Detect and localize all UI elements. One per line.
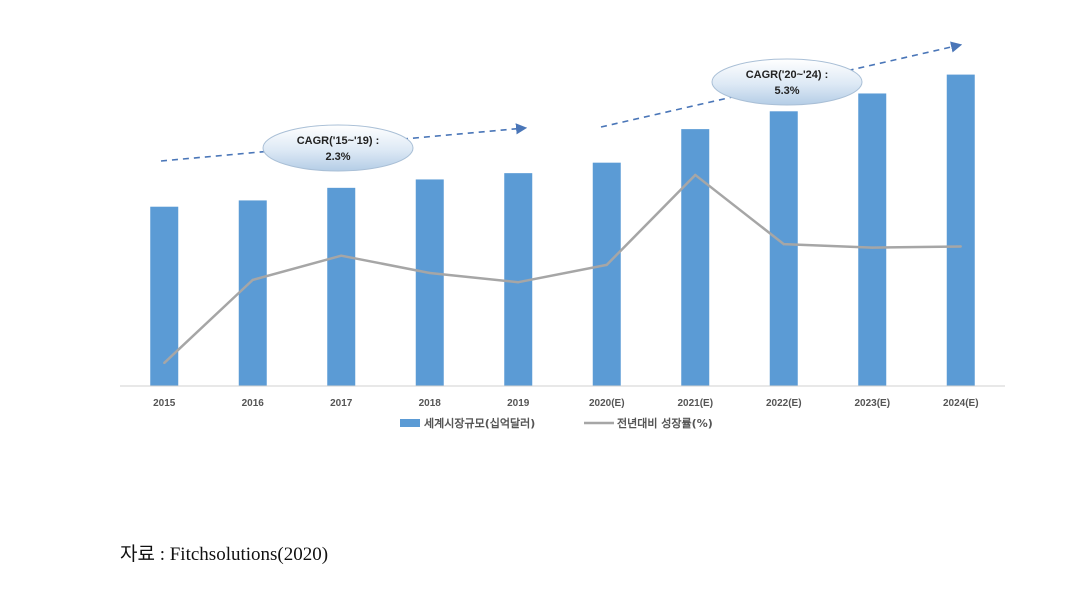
chart: 2015 2016 2017 2018 2019 2020(E) 2021(E) 2022(E…: [120, 41, 1005, 430]
growth-point-2019: [517, 281, 520, 284]
growth-point-2018: [428, 271, 431, 275]
bar-2022(E): [769, 111, 798, 386]
source-note: 자료 : Fitchsolutions(2020): [120, 544, 329, 565]
growth-point-2017: [340, 254, 343, 257]
growth-point-2015: [163, 361, 166, 365]
legend-bar-swatch: [400, 419, 420, 427]
x-tick-label: 2015: [153, 398, 176, 409]
cagr-bubble-value: 5.3%: [774, 85, 799, 97]
cagr-arrow-2015-2019: [160, 123, 528, 162]
x-tick-label: 2018: [419, 398, 442, 409]
bar-series: [150, 74, 975, 387]
growth-point-2021(E): [694, 173, 697, 177]
x-tick-label: 2024(E): [943, 398, 979, 409]
bar-2023(E): [858, 93, 887, 387]
x-tick-label: 2019: [507, 398, 530, 409]
x-tick-label: 2020(E): [589, 398, 625, 409]
bar-2018: [415, 179, 444, 386]
growth-point-2016: [251, 278, 254, 282]
cagr-bubble-2015-2019: CAGR('15~'19) : 2.3%: [262, 124, 414, 172]
legend: 세계시장규모(십억달러) 전년대비 성장률(%): [400, 416, 713, 430]
growth-point-2024(E): [959, 245, 962, 248]
legend-line-label: 전년대비 성장률(%): [617, 416, 713, 430]
bar-2021(E): [681, 129, 710, 386]
x-tick-label: 2016: [242, 398, 265, 409]
cagr-bubble-label: CAGR('15~'19) :: [297, 135, 380, 147]
cagr-bubble-label: CAGR('20~'24) :: [746, 69, 829, 81]
growth-line-series: [163, 173, 962, 365]
cagr-bubble-value: 2.3%: [325, 151, 350, 163]
x-axis-ticks: 2015 2016 2017 2018 2019 2020(E) 2021(E) 2022(E…: [153, 398, 978, 409]
growth-point-2020(E): [605, 263, 608, 267]
bar-2016: [238, 200, 267, 386]
bar-2024(E): [946, 74, 975, 386]
trend-arrows: [160, 41, 963, 162]
bar-2017: [327, 187, 356, 386]
bar-2015: [150, 206, 179, 386]
x-tick-label: 2021(E): [677, 398, 713, 409]
x-tick-label: 2023(E): [854, 398, 890, 409]
x-tick-label: 2017: [330, 398, 353, 409]
legend-bar-label: 세계시장규모(십억달러): [424, 416, 535, 430]
x-tick-label: 2022(E): [766, 398, 802, 409]
cagr-bubble-2020-2024: CAGR('20~'24) : 5.3%: [711, 58, 863, 106]
growth-line: [163, 173, 961, 364]
bar-2020(E): [592, 162, 621, 386]
growth-point-2022(E): [782, 242, 785, 246]
growth-point-2023(E): [871, 246, 874, 249]
